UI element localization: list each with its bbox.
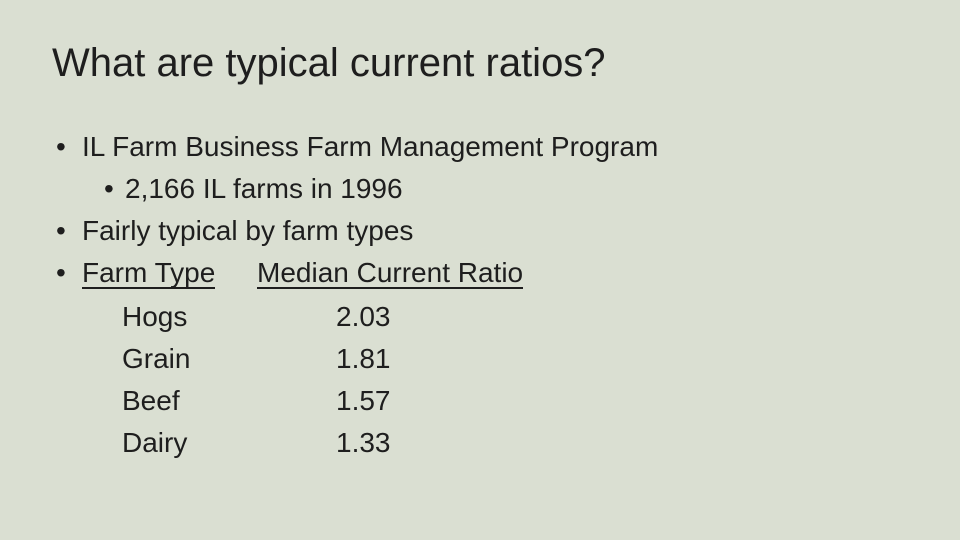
table-row: Hogs 2.03	[0, 296, 960, 338]
farm-type-cell: Hogs	[122, 301, 188, 332]
column-header-farm-type: Farm Type	[82, 252, 216, 289]
slide-title: What are typical current ratios?	[52, 41, 606, 85]
bullet-marker: •	[56, 257, 66, 288]
bullet-text: 2,166 IL farms in 1996	[125, 173, 403, 204]
ratio-cell: 1.33	[336, 427, 391, 458]
farm-type-cell: Beef	[122, 385, 180, 416]
bullet-line-1: • IL Farm Business Farm Management Progr…	[0, 126, 960, 168]
farm-type-cell: Dairy	[122, 427, 188, 458]
table-row: Grain 1.81	[0, 338, 960, 380]
ratio-cell: 2.03	[336, 301, 391, 332]
bullet-line-2: • 2,166 IL farms in 1996	[0, 168, 960, 210]
bullet-marker: •	[104, 173, 114, 204]
bullet-text: Fairly typical by farm types	[82, 215, 414, 246]
bullet-marker: •	[56, 131, 66, 162]
bullet-marker: •	[56, 215, 66, 246]
bullet-text: IL Farm Business Farm Management Program	[82, 131, 659, 162]
table-header-row: • Farm Type Median Current Ratio	[0, 252, 960, 294]
column-header-median-current-ratio: Median Current Ratio	[257, 252, 524, 289]
table-row: Dairy 1.33	[0, 422, 960, 464]
bullet-line-3: • Fairly typical by farm types	[0, 210, 960, 252]
table-row: Beef 1.57	[0, 380, 960, 422]
farm-type-cell: Grain	[122, 343, 191, 374]
ratio-cell: 1.81	[336, 343, 391, 374]
ratio-cell: 1.57	[336, 385, 391, 416]
